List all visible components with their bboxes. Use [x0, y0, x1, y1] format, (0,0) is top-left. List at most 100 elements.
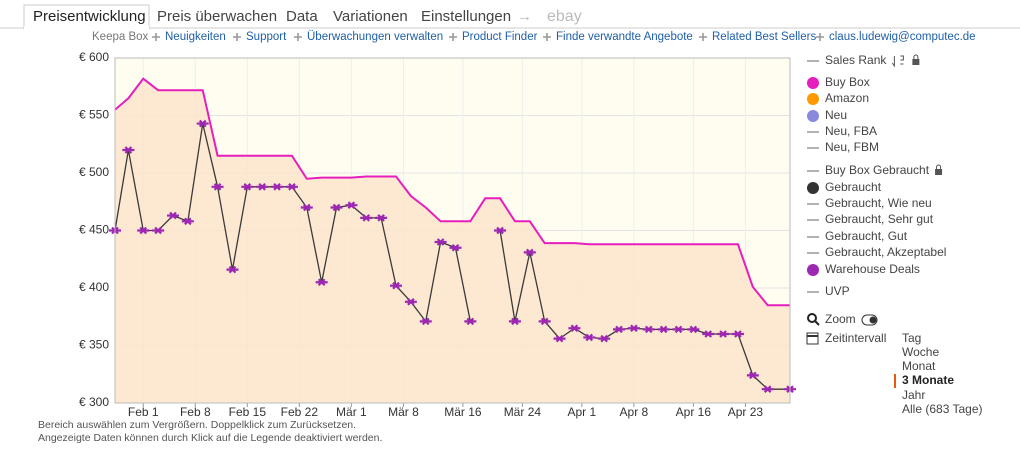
warehouse-point — [226, 265, 239, 274]
legend-dot[interactable] — [807, 264, 819, 276]
warehouse-point — [494, 226, 507, 235]
warehouse-point — [241, 183, 254, 191]
calendar-icon — [806, 332, 819, 345]
buy-box-line — [114, 77, 790, 307]
interval-option[interactable]: 3 Monate — [902, 373, 954, 387]
tab-arrow: → — [517, 8, 532, 25]
warehouse-point — [196, 119, 209, 128]
link-separator — [816, 33, 824, 41]
zoom-toggle-knob — [869, 316, 877, 324]
link[interactable]: claus.ludewig@computec.de — [829, 31, 976, 43]
warehouse-point — [538, 317, 551, 326]
legend-dot[interactable] — [807, 77, 819, 89]
legend-label[interactable]: Gebraucht, Wie neu — [825, 196, 932, 210]
link: Keepa Box — [92, 31, 149, 43]
warehouse-point — [152, 226, 165, 235]
link[interactable]: Support — [246, 31, 287, 43]
x-tick-label: Mär 24 — [504, 405, 542, 419]
warehouse-point — [598, 334, 611, 343]
warehouse-point — [256, 183, 269, 191]
x-tick-label: Feb 8 — [180, 405, 211, 419]
x-tick-label: Apr 8 — [620, 405, 649, 419]
warehouse-point — [583, 333, 596, 342]
interval-option[interactable]: Woche — [902, 345, 939, 359]
warehouse-point — [731, 330, 744, 338]
legend-label[interactable]: Gebraucht, Gut — [825, 229, 908, 243]
warehouse-point — [553, 334, 566, 343]
y-tick-label: € 450 — [79, 223, 109, 237]
link[interactable]: Finde verwandte Angebote — [556, 31, 693, 43]
warehouse-point — [375, 214, 388, 222]
interval-option[interactable]: Jahr — [902, 388, 925, 402]
legend-label[interactable]: Amazon — [825, 91, 869, 105]
legend-label[interactable]: Neu, FBA — [825, 124, 877, 138]
legend-label[interactable]: Gebraucht, Sehr gut — [825, 212, 934, 226]
legend-dot[interactable] — [807, 182, 819, 194]
x-tick-label: Apr 23 — [728, 405, 764, 419]
tab[interactable]: Data — [286, 8, 318, 25]
warehouse-point — [702, 330, 715, 338]
ebay-tab[interactable]: ebay — [547, 8, 582, 25]
warehouse-point — [657, 325, 670, 334]
link-separator — [233, 33, 241, 41]
x-tick-label: Mär 1 — [336, 405, 367, 419]
warehouse-point — [746, 371, 759, 380]
y-tick-label: € 550 — [79, 108, 109, 122]
warehouse-point — [761, 385, 774, 393]
x-tick-label: Mär 8 — [388, 405, 419, 419]
legend-label[interactable]: Neu — [825, 108, 847, 122]
warehouse-point — [181, 217, 194, 226]
legend-label[interactable]: Neu, FBM — [825, 140, 879, 154]
link[interactable]: Überwachungen verwalten — [307, 31, 443, 43]
zoom-label[interactable]: Zoom — [825, 312, 856, 326]
lock-shackle — [936, 164, 942, 169]
tab[interactable]: Preis überwachen — [157, 8, 277, 25]
warehouse-point — [285, 183, 298, 191]
link[interactable]: Product Finder — [462, 31, 538, 43]
y-tick-label: € 500 — [79, 165, 109, 179]
legend-label[interactable]: UVP — [825, 284, 850, 298]
warehouse-point — [434, 238, 447, 246]
warehouse-point — [315, 278, 328, 287]
legend-label[interactable]: Sales Rank — [825, 53, 887, 67]
link[interactable]: Neuigkeiten — [165, 31, 226, 43]
y-tick-label: € 350 — [79, 338, 109, 352]
tab[interactable]: Variationen — [333, 8, 408, 25]
interval-option[interactable]: Alle (683 Tage) — [902, 402, 983, 416]
warehouse-point — [211, 183, 224, 191]
tab[interactable]: Einstellungen — [421, 8, 511, 25]
warehouse-point — [300, 203, 313, 212]
lock-icon — [912, 59, 920, 65]
warehouse-point — [568, 324, 581, 333]
sort-icon — [891, 55, 904, 68]
legend-label[interactable]: Warehouse Deals — [825, 262, 920, 276]
legend-label[interactable]: Gebraucht, Akzeptabel — [825, 245, 946, 259]
link[interactable]: Related Best Sellers — [712, 31, 816, 43]
x-tick-label: Apr 1 — [568, 405, 597, 419]
x-tick-label: Feb 15 — [229, 405, 267, 419]
warehouse-point — [137, 226, 150, 235]
x-tick-label: Apr 16 — [676, 405, 712, 419]
legend-label[interactable]: Buy Box — [825, 75, 870, 89]
legend-dot[interactable] — [807, 110, 819, 122]
footer-note: Angezeigte Daten können durch Klick auf … — [38, 432, 382, 444]
warehouse-point — [345, 201, 358, 209]
tab[interactable]: Preisentwicklung — [33, 8, 146, 25]
legend-label[interactable]: Buy Box Gebraucht — [825, 163, 930, 177]
legend-label[interactable]: Gebraucht — [825, 180, 882, 194]
interval-title: Zeitintervall — [825, 331, 886, 345]
warehouse-point — [122, 146, 135, 154]
warehouse-point — [390, 281, 403, 290]
legend-dot[interactable] — [807, 93, 819, 105]
interval-option[interactable]: Monat — [902, 359, 936, 373]
x-tick-label: Feb 1 — [128, 405, 159, 419]
warehouse-point — [508, 317, 521, 326]
warehouse-point — [330, 203, 343, 212]
y-tick-label: € 400 — [79, 280, 109, 294]
warehouse-point — [687, 325, 700, 334]
y-tick-label: € 600 — [79, 50, 109, 64]
link-separator — [543, 33, 551, 41]
zoom-icon-handle — [814, 320, 820, 326]
interval-option[interactable]: Tag — [902, 331, 921, 345]
